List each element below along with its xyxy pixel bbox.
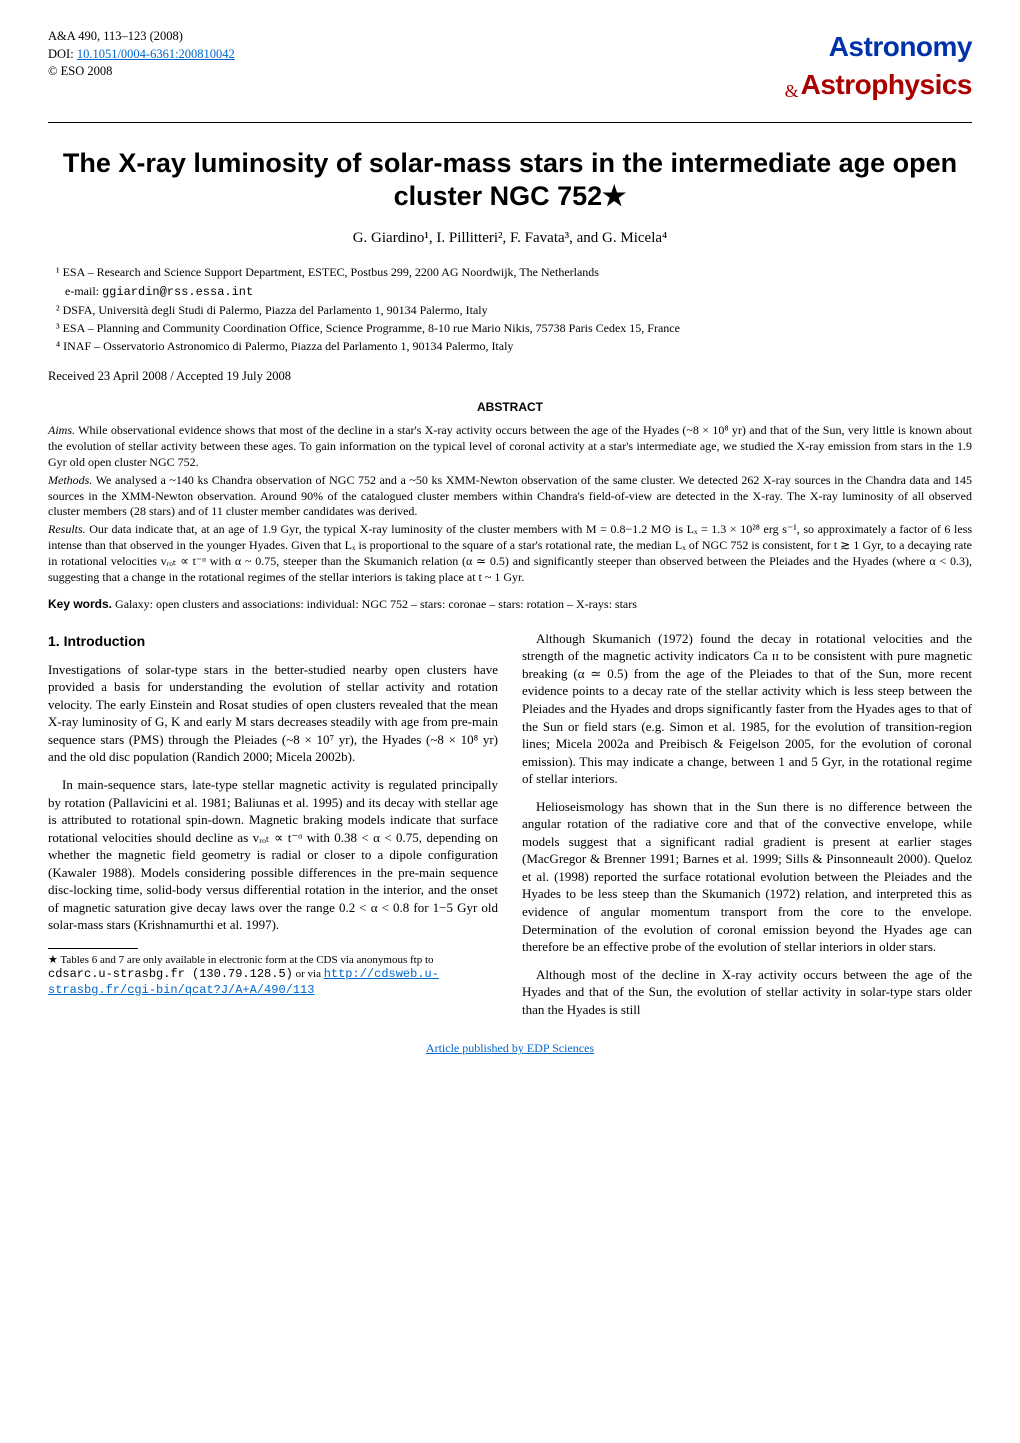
body-paragraph: Helioseismology has shown that in the Su…: [522, 798, 972, 956]
aims-text: While observational evidence shows that …: [48, 423, 972, 469]
abstract-heading: ABSTRACT: [48, 399, 972, 415]
article-title: The X-ray luminosity of solar-mass stars…: [48, 147, 972, 215]
results-text: Our data indicate that, at an age of 1.9…: [48, 522, 972, 583]
body-columns: 1. Introduction Investigations of solar-…: [48, 630, 972, 1019]
body-paragraph: Although Skumanich (1972) found the deca…: [522, 630, 972, 788]
author-list: G. Giardino¹, I. Pillitteri², F. Favata³…: [48, 228, 972, 248]
doi-link[interactable]: 10.1051/0004-6361:200810042: [77, 47, 235, 61]
abstract-block: Aims. While observational evidence shows…: [48, 423, 972, 585]
journal-logo: Astronomy &Astrophysics: [783, 28, 972, 104]
keywords-label: Key words.: [48, 597, 112, 611]
publisher-link-row: Article published by EDP Sciences: [48, 1040, 972, 1056]
top-rule: [48, 122, 972, 123]
publisher-link[interactable]: Article published by EDP Sciences: [426, 1041, 594, 1055]
affiliation: ³ ESA – Planning and Community Coordinat…: [56, 320, 972, 336]
keywords-line: Key words. Galaxy: open clusters and ass…: [48, 596, 972, 612]
copyright: © ESO 2008: [48, 63, 235, 81]
keywords-text: Galaxy: open clusters and associations: …: [112, 597, 637, 611]
doi-line: DOI: 10.1051/0004-6361:200810042: [48, 46, 235, 64]
footnote: ★ Tables 6 and 7 are only available in e…: [48, 953, 498, 998]
affiliation-email: e-mail: ggiardin@rss.essa.int: [56, 283, 972, 300]
email[interactable]: ggiardin@rss.essa.int: [102, 285, 253, 299]
affiliation: ¹ ESA – Research and Science Support Dep…: [56, 264, 972, 280]
logo-astrophysics: Astrophysics: [801, 69, 972, 100]
journal-ref: A&A 490, 113–123 (2008): [48, 28, 235, 46]
section-heading: 1. Introduction: [48, 632, 498, 651]
ftp-host: cdsarc.u-strasbg.fr (130.79.128.5): [48, 967, 293, 981]
results-label: Results.: [48, 522, 86, 536]
body-paragraph: Although most of the decline in X-ray ac…: [522, 966, 972, 1019]
footnote-rule: [48, 948, 138, 949]
affiliation: ⁴ INAF – Osservatorio Astronomico di Pal…: [56, 338, 972, 354]
logo-astronomy: Astronomy: [829, 31, 972, 62]
affiliation-list: ¹ ESA – Research and Science Support Dep…: [48, 264, 972, 354]
aims-label: Aims.: [48, 423, 75, 437]
methods-label: Methods.: [48, 473, 92, 487]
body-paragraph: In main-sequence stars, late-type stella…: [48, 776, 498, 934]
doi-label: DOI:: [48, 47, 77, 61]
affiliation: ² DSFA, Università degli Studi di Palerm…: [56, 302, 972, 318]
logo-ampersand: &: [783, 81, 801, 101]
journal-meta: A&A 490, 113–123 (2008) DOI: 10.1051/000…: [48, 28, 235, 81]
header-row: A&A 490, 113–123 (2008) DOI: 10.1051/000…: [48, 28, 972, 104]
article-dates: Received 23 April 2008 / Accepted 19 Jul…: [48, 368, 972, 385]
body-paragraph: Investigations of solar-type stars in th…: [48, 661, 498, 766]
methods-text: We analysed a ~140 ks Chandra observatio…: [48, 473, 972, 519]
